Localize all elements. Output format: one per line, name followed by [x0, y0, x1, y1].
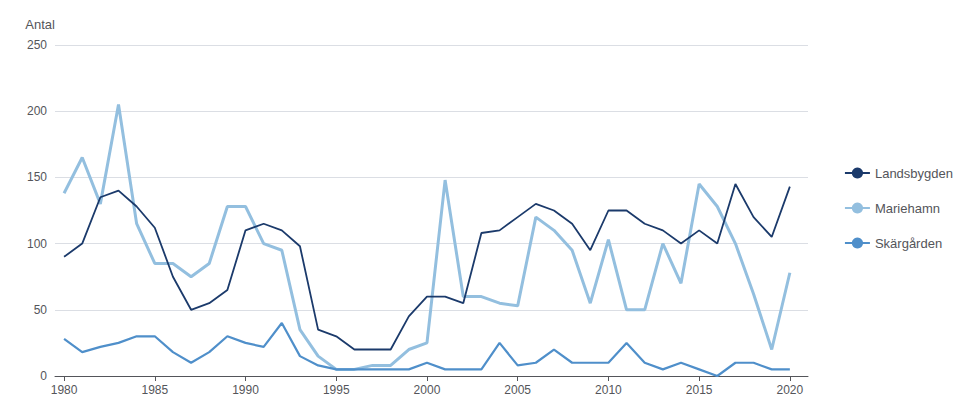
svg-text:Mariehamn: Mariehamn — [875, 201, 940, 216]
svg-text:50: 50 — [34, 303, 48, 317]
svg-text:Landsbygden: Landsbygden — [875, 166, 953, 181]
svg-text:2010: 2010 — [595, 383, 622, 397]
svg-text:1980: 1980 — [51, 383, 78, 397]
svg-text:200: 200 — [27, 104, 47, 118]
svg-text:250: 250 — [27, 38, 47, 52]
svg-text:2020: 2020 — [777, 383, 804, 397]
svg-text:1985: 1985 — [141, 383, 168, 397]
svg-text:2000: 2000 — [414, 383, 441, 397]
svg-text:100: 100 — [27, 237, 47, 251]
svg-text:2015: 2015 — [686, 383, 713, 397]
svg-text:Skärgården: Skärgården — [875, 236, 942, 251]
svg-text:2005: 2005 — [504, 383, 531, 397]
svg-text:Antal: Antal — [25, 17, 55, 32]
svg-text:150: 150 — [27, 170, 47, 184]
svg-text:1995: 1995 — [323, 383, 350, 397]
svg-text:0: 0 — [40, 369, 47, 383]
svg-text:1990: 1990 — [232, 383, 259, 397]
